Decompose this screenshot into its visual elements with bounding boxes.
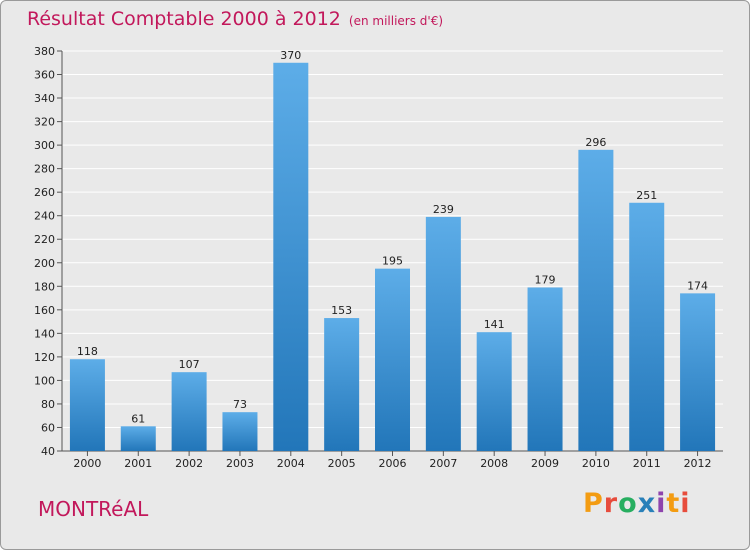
town-name: MONTRéAL (38, 497, 149, 521)
bar-value-label: 174 (687, 279, 708, 292)
x-tick-label: 2004 (277, 457, 305, 470)
bar-value-label: 296 (585, 136, 606, 149)
y-tick-label: 340 (34, 92, 55, 105)
bar-layer: 118 61 107 73 370 153 195 239 141 179 296 251 174 (69, 49, 716, 451)
x-tick-label: 2000 (73, 457, 101, 470)
logo-letter: i (680, 488, 691, 519)
x-tick-label: 2003 (226, 457, 254, 470)
bar-value-label: 153 (331, 304, 352, 317)
bar-value-label: 118 (77, 345, 98, 358)
bar-value-label: 251 (636, 189, 657, 202)
axis-layer: 40 60 80 100 120 140 160 180 200 220 240 260 280 300 3… (34, 45, 723, 470)
bar-2002[interactable] (171, 372, 207, 451)
bar-2000[interactable] (69, 359, 105, 451)
y-tick-label: 40 (41, 445, 55, 458)
logo-letter: o (618, 488, 638, 519)
chart-title: Résultat Comptable 2000 à 2012 (en millie… (27, 8, 443, 30)
y-tick-label: 60 (41, 421, 55, 434)
bar-2004[interactable] (273, 62, 309, 451)
bar-value-label: 141 (484, 318, 505, 331)
bar-value-label: 370 (280, 49, 301, 62)
y-tick-label: 380 (34, 45, 55, 58)
y-tick-label: 280 (34, 163, 55, 176)
y-tick-label: 80 (41, 398, 55, 411)
bar-2006[interactable] (375, 268, 410, 451)
y-tick-label: 180 (34, 280, 55, 293)
bar-2003[interactable] (222, 412, 258, 451)
y-tick-label: 320 (34, 116, 55, 129)
bar-2011[interactable] (629, 202, 665, 451)
bar-2005[interactable] (324, 318, 360, 451)
logo-letter: i (656, 488, 667, 519)
x-tick-label: 2008 (480, 457, 508, 470)
y-tick-label: 220 (34, 233, 55, 246)
y-tick-label: 360 (34, 69, 55, 82)
logo-letter: P (583, 488, 604, 519)
x-tick-label: 2012 (684, 457, 712, 470)
x-tick-label: 2010 (582, 457, 610, 470)
x-tick-label: 2007 (429, 457, 457, 470)
bar-2008[interactable] (476, 332, 512, 451)
chart-title-main: Résultat Comptable 2000 à 2012 (27, 8, 341, 30)
y-tick-label: 200 (34, 257, 55, 270)
x-tick-label: 2006 (379, 457, 407, 470)
bar-value-label: 239 (433, 203, 454, 216)
chart-title-unit: (en milliers d'€) (348, 14, 444, 28)
bar-value-label: 179 (535, 273, 556, 286)
y-tick-label: 100 (34, 374, 55, 387)
y-tick-label: 240 (34, 210, 55, 223)
bar-2009[interactable] (527, 287, 563, 451)
y-tick-label: 120 (34, 351, 55, 364)
y-tick-label: 160 (34, 304, 55, 317)
y-tick-label: 300 (34, 139, 55, 152)
y-tick-label: 260 (34, 186, 55, 199)
logo-letter: x (637, 488, 657, 519)
x-tick-label: 2005 (328, 457, 356, 470)
bar-2010[interactable] (578, 149, 614, 451)
x-tick-label: 2009 (531, 457, 559, 470)
x-tick-label: 2001 (124, 457, 152, 470)
bar-2012[interactable] (680, 293, 716, 451)
bar-value-label: 61 (131, 412, 145, 425)
logo-letter: r (603, 488, 619, 519)
bar-2007[interactable] (425, 216, 461, 451)
y-tick-label: 140 (34, 327, 55, 340)
bar-value-label: 73 (233, 398, 247, 411)
bar-2001[interactable] (120, 426, 156, 451)
x-tick-label: 2002 (175, 457, 203, 470)
bar-value-label: 195 (382, 255, 403, 268)
bar-value-label: 107 (179, 358, 200, 371)
x-tick-label: 2011 (633, 457, 661, 470)
logo-letter: t (666, 488, 681, 519)
proxiti-logo[interactable]: Proxiti (583, 488, 691, 519)
